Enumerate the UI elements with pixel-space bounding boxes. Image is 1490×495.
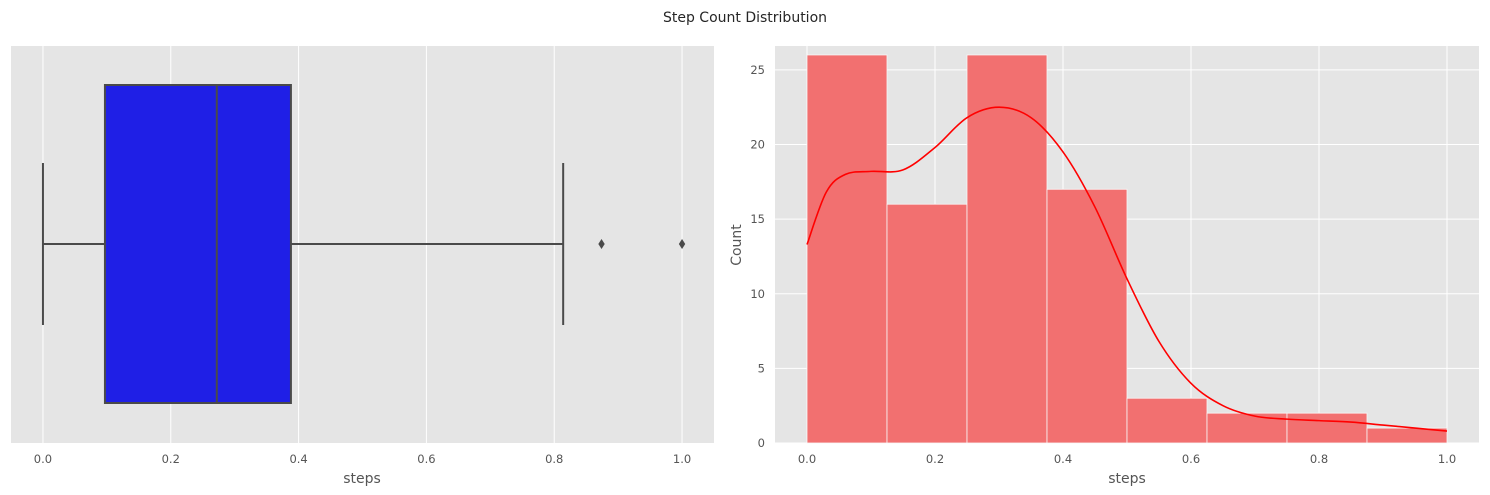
histogram-bar — [1286, 412, 1368, 444]
histogram-kde-line — [806, 106, 1448, 432]
histogram-bar — [806, 54, 888, 444]
histogram-x-tick-label: 0.8 — [1310, 452, 1328, 466]
boxplot-x-tick-label: 1.0 — [673, 452, 691, 466]
histogram-bar — [966, 54, 1048, 444]
histogram-y-tick-label: 25 — [750, 63, 765, 77]
histogram-y-axis-label: Count — [729, 224, 745, 266]
figure-title: Step Count Distribution — [663, 10, 827, 26]
histogram-y-tick-label: 15 — [750, 212, 765, 226]
histogram-x-tick-label: 0.0 — [798, 452, 816, 466]
boxplot-x-tick-label: 0.2 — [162, 452, 180, 466]
boxplot-x-tick-label: 0.4 — [289, 452, 307, 466]
histogram-y-tick-label: 20 — [750, 138, 765, 152]
boxplot-outlier-point — [678, 239, 686, 249]
histogram-x-tick-label: 0.6 — [1182, 452, 1200, 466]
histogram-x-axis-label: steps — [1108, 471, 1146, 487]
histogram-x-ticks: 0.0 0.2 0.4 0.6 0.8 1.0 — [798, 452, 1456, 466]
histogram-panel: 0.0 0.2 0.4 0.6 0.8 1.0 0 5 10 15 20 25 steps Coun… — [729, 46, 1479, 487]
boxplot-outlier-point — [598, 239, 605, 249]
histogram-y-tick-label: 0 — [758, 436, 765, 450]
histogram-y-tick-label: 10 — [750, 287, 765, 301]
boxplot-x-ticks: 0.0 0.2 0.4 0.6 0.8 1.0 — [34, 452, 691, 466]
histogram-bars — [806, 54, 1448, 444]
histogram-y-ticks: 0 5 10 15 20 25 — [750, 63, 765, 450]
boxplot-marks — [41, 84, 686, 404]
boxplot-x-axis-label: steps — [343, 471, 381, 487]
histogram-x-tick-label: 0.4 — [1054, 452, 1072, 466]
boxplot-x-tick-label: 0.8 — [545, 452, 563, 466]
histogram-bar — [886, 203, 968, 444]
histogram-y-tick-label: 5 — [758, 361, 765, 375]
histogram-bar — [1126, 397, 1208, 444]
histogram-x-tick-label: 1.0 — [1438, 452, 1456, 466]
boxplot-x-tick-label: 0.0 — [34, 452, 52, 466]
boxplot-box — [103, 84, 292, 404]
histogram-bar — [1046, 188, 1128, 444]
histogram-x-tick-label: 0.2 — [926, 452, 944, 466]
boxplot-panel: 0.0 0.2 0.4 0.6 0.8 1.0 steps — [11, 46, 714, 487]
boxplot-x-tick-label: 0.6 — [417, 452, 435, 466]
